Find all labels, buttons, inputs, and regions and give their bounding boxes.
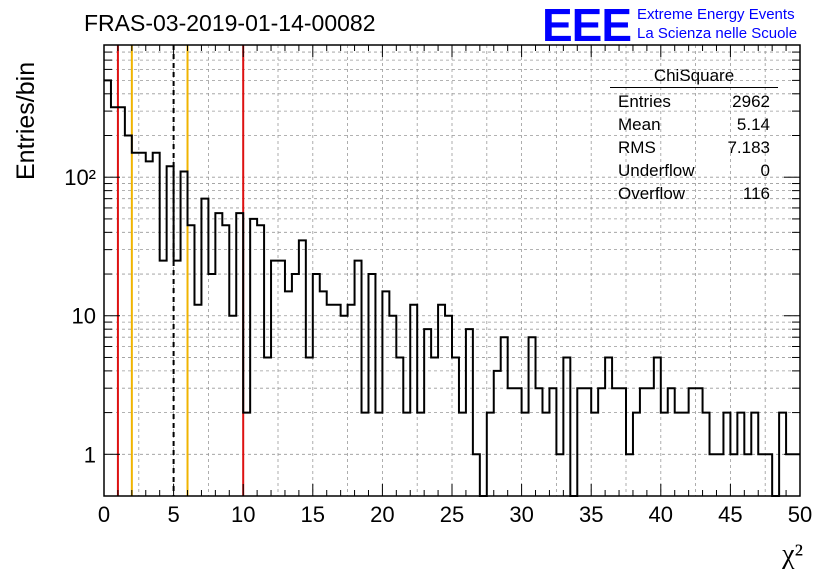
y-tick-labels: 1 10 10²	[64, 165, 96, 467]
logo-caption-line2: La Scienza nelle Scuole	[637, 25, 798, 42]
stats-row-rms: RMS 7.183	[610, 136, 778, 159]
x-tick-label: 30	[509, 502, 533, 527]
cut-lines	[116, 45, 245, 496]
x-tick-label: 0	[98, 502, 110, 527]
x-tick-label: 10	[231, 502, 255, 527]
stats-value: 0	[760, 161, 770, 180]
x-tick-label: 35	[579, 502, 603, 527]
stats-label: Mean	[618, 115, 661, 134]
x-tick-label: 20	[370, 502, 394, 527]
stats-row-underflow: Underflow 0	[610, 159, 778, 182]
run-title: FRAS-03-2019-01-14-00082	[84, 10, 376, 36]
x-tick-label: 5	[167, 502, 179, 527]
x-tick-label: 15	[301, 502, 325, 527]
logo-caption-line1: Extreme Energy Events	[637, 6, 795, 23]
stats-value: 5.14	[736, 115, 770, 134]
x-tick-labels: 0 5 10 15 20 25 30 35 40 45 50	[98, 502, 812, 527]
x-tick-label: 40	[649, 502, 673, 527]
stats-value: 7.183	[727, 138, 770, 157]
stats-label: Entries	[618, 92, 671, 111]
x-axis-label: χ²	[781, 539, 803, 570]
stats-row-overflow: Overflow 116	[610, 182, 778, 205]
stats-value: 2962	[732, 92, 770, 111]
x-tick-label: 50	[788, 502, 812, 527]
y-tick-label: 1	[84, 442, 96, 467]
stats-box: ChiSquare Entries 2962 Mean 5.14 RMS 7.183 …	[610, 66, 778, 205]
x-tick-label: 45	[718, 502, 742, 527]
stats-value: 116	[742, 184, 770, 203]
y-tick-label: 10²	[64, 165, 96, 190]
y-tick-label: 10	[72, 304, 96, 329]
stats-label: Underflow	[618, 161, 695, 180]
axis-ticks	[103, 45, 801, 496]
stats-row-entries: Entries 2962	[610, 90, 778, 113]
x-tick-label: 25	[440, 502, 464, 527]
stats-label: Overflow	[618, 184, 686, 203]
histogram-path	[104, 79, 800, 497]
eee-logo: EEE	[542, 0, 632, 51]
stats-row-mean: Mean 5.14	[610, 113, 778, 136]
stats-label: RMS	[618, 138, 656, 157]
logo-caption: Extreme Energy Events La Scienza nelle S…	[637, 5, 797, 43]
y-axis-label: Entries/bin	[12, 62, 40, 180]
stats-title: ChiSquare	[610, 66, 778, 88]
